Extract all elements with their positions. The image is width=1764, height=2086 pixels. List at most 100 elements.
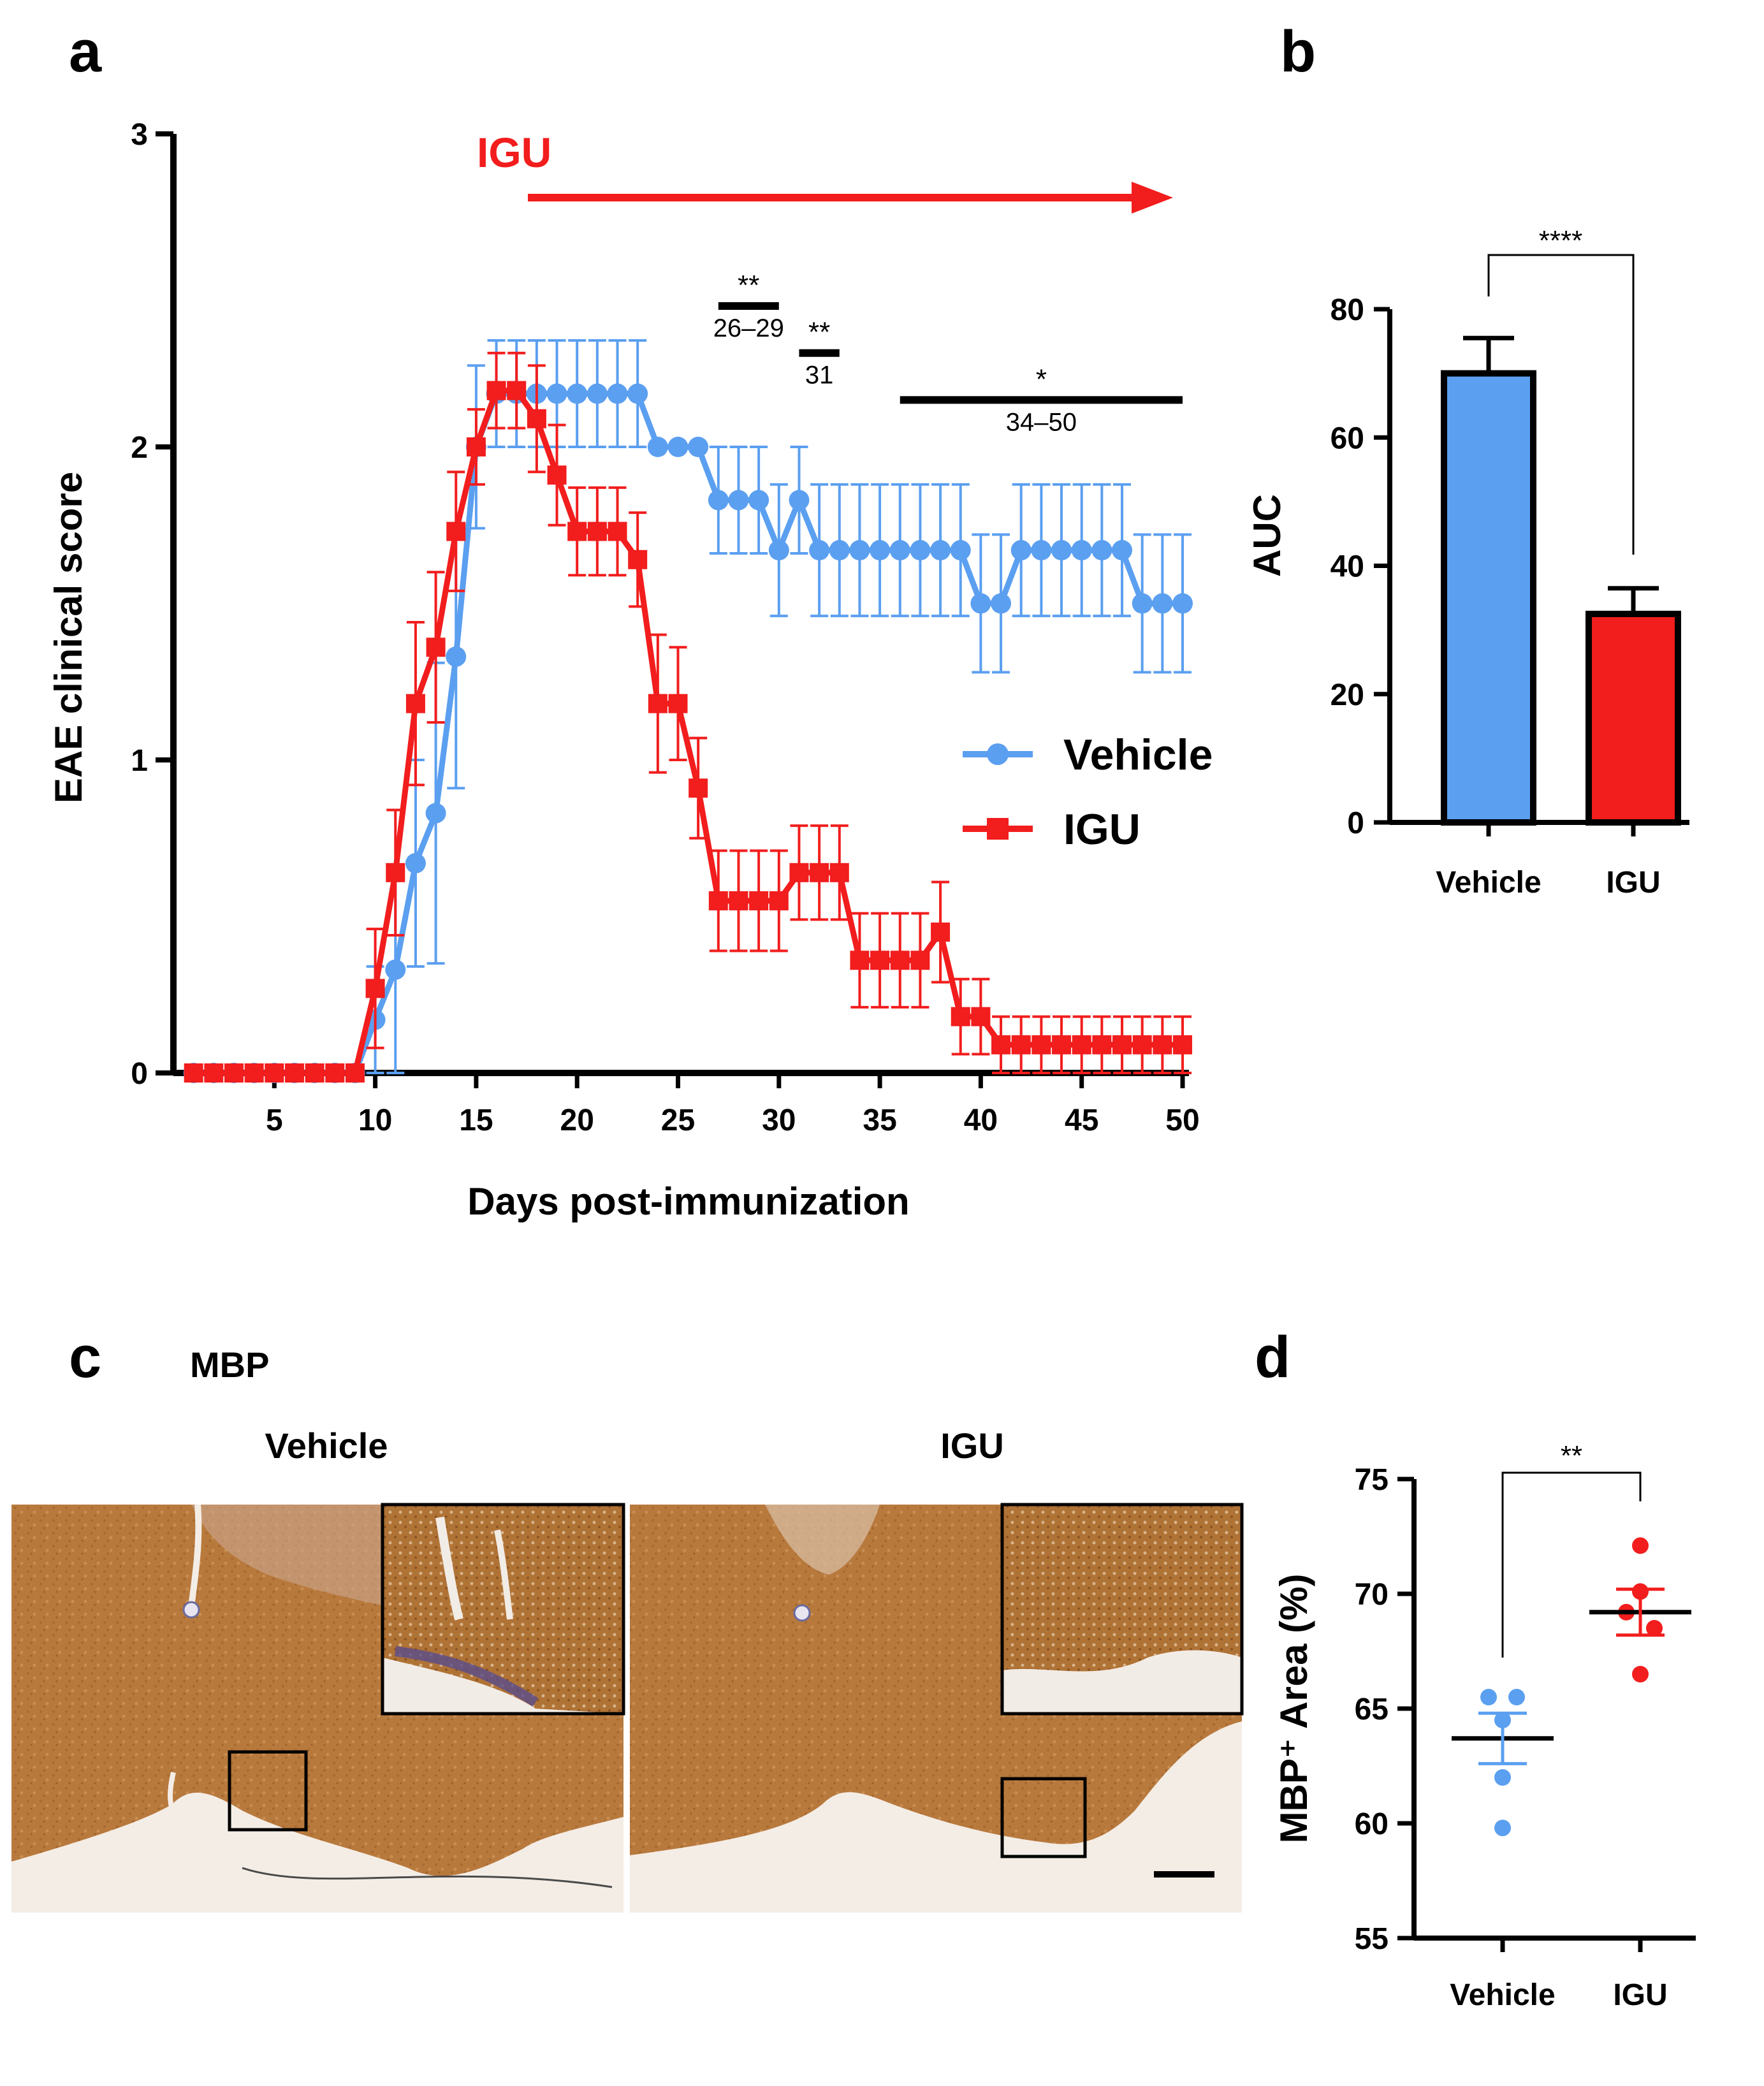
point-vehicle [930,540,951,561]
point-igu [345,1063,365,1083]
a-ytick-label: 3 [131,118,148,152]
a-ytick-label: 0 [131,1057,148,1091]
a-xtick-label: 30 [762,1104,796,1137]
point-vehicle [425,803,446,824]
a-y-axis-title: EAE clinical score [47,472,90,803]
point-igu [628,550,648,569]
b-sig-stars: **** [1539,225,1583,256]
micrograph-igu [630,1503,1244,1913]
point-igu [608,522,627,541]
point-vehicle [1112,540,1133,561]
point-vehicle [910,540,931,561]
point-vehicle [1031,540,1052,561]
series-line-igu [193,388,1183,1076]
point-igu [446,522,466,541]
inset-box-igu [1000,1777,1087,1858]
point-igu [1632,1666,1649,1682]
b-ytick-label: 20 [1330,678,1364,712]
point-igu [910,951,930,970]
a-ytick-label: 1 [131,744,148,778]
chart-a-line: 0 1 2 3 5 10 15 20 25 30 35 40 45 50 EAE clinical sc… [47,118,1213,1223]
a-xtick-label: 50 [1165,1104,1199,1137]
d-ytick-label: 65 [1355,1693,1389,1726]
point-vehicle [1091,540,1112,561]
point-igu [729,891,748,910]
a-xtick-label: 10 [358,1104,392,1137]
point-igu [991,1035,1011,1054]
inset-vehicle [381,1503,625,1716]
point-igu [365,979,385,998]
d-xtick-label: IGU [1613,1978,1667,2012]
point-vehicle [405,853,426,874]
sig-stars: * [1036,363,1047,395]
point-vehicle [1152,593,1173,614]
point-igu [971,1007,991,1026]
point-vehicle [829,540,850,561]
point-vehicle [970,593,991,614]
legend-igu-label: IGU [1063,805,1141,854]
point-igu [426,638,446,657]
point-igu [466,437,486,456]
point-igu [204,1063,224,1083]
a-x-axis-title: Days post-immunization [467,1180,909,1223]
treatment-arrow-head [1132,182,1173,214]
point-igu [1072,1035,1091,1054]
point-igu [284,1063,304,1083]
point-vehicle [768,540,789,561]
d-ytick-label: 75 [1355,1463,1389,1497]
point-igu [769,891,789,910]
a-xtick-label: 5 [266,1104,283,1137]
point-igu [305,1063,324,1083]
point-vehicle [1480,1689,1497,1705]
point-igu [486,381,506,400]
point-igu [668,694,688,713]
point-igu [1092,1035,1112,1054]
point-igu [708,891,728,910]
point-vehicle [587,383,608,404]
legend-vehicle-marker [987,743,1009,765]
point-vehicle [870,540,891,561]
point-igu [951,1007,970,1026]
sig-stars: ** [808,317,830,348]
point-igu [527,409,546,428]
a-xtick-label: 40 [964,1104,998,1137]
point-vehicle [1132,593,1153,614]
point-vehicle [728,490,749,511]
a-xtick-label: 45 [1065,1104,1098,1137]
sig-range: 31 [805,361,834,390]
point-igu [1112,1035,1132,1054]
point-igu [1153,1035,1172,1054]
point-igu [789,863,809,882]
d-sig-stars: ** [1561,1440,1582,1471]
point-vehicle [708,490,729,511]
point-vehicle [1508,1689,1525,1705]
point-vehicle [1071,540,1092,561]
d-y-axis-title: MBP⁺ Area (%) [1272,1574,1315,1844]
series-line-vehicle [193,391,1183,1076]
inset-box-vehicle [228,1750,308,1832]
point-vehicle [748,490,769,511]
sig-range: 26–29 [713,314,784,342]
point-vehicle [446,646,467,667]
d-ytick-label: 60 [1355,1807,1389,1841]
a-xtick-label: 20 [560,1104,594,1137]
point-igu [386,863,405,882]
point-igu [1052,1035,1072,1054]
bar-vehicle [1441,370,1536,826]
point-vehicle [1494,1769,1511,1786]
point-igu [184,1063,203,1083]
b-xtick-label: IGU [1606,866,1660,900]
b-ytick-label: 0 [1347,806,1364,840]
point-igu [1031,1035,1051,1054]
panel-c-label: c [69,1325,101,1390]
point-vehicle [1051,540,1072,561]
b-ytick-label: 40 [1330,550,1364,584]
point-igu [1132,1035,1152,1054]
point-vehicle [1172,593,1193,614]
b-ytick-label: 80 [1330,293,1364,327]
point-vehicle [950,540,971,561]
point-igu [224,1063,244,1083]
legend-igu-marker [987,818,1009,840]
chart-d-scatter: 55 60 65 70 75 Vehicle IGU MBP⁺ Area (%) ** [1272,1440,1696,2012]
